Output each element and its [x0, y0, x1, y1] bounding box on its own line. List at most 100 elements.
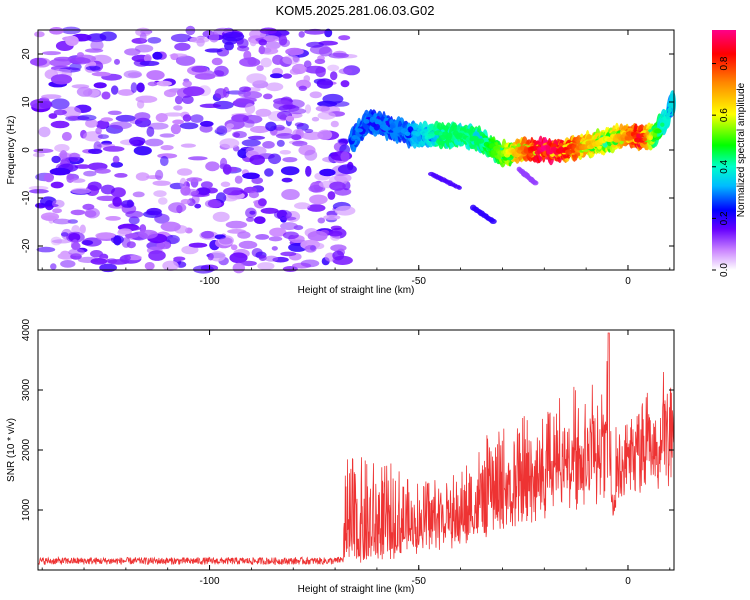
noise-cell	[330, 71, 338, 81]
noise-cell	[66, 231, 85, 243]
noise-cell	[311, 116, 320, 122]
noise-cell	[174, 95, 183, 105]
y-tick-label: 10	[21, 96, 32, 108]
noise-cell	[77, 114, 97, 121]
noise-cell	[42, 51, 61, 56]
noise-cell	[170, 33, 192, 43]
noise-cell	[316, 78, 334, 89]
noise-cell	[314, 58, 326, 65]
noise-cell	[65, 35, 79, 46]
noise-cell	[246, 73, 267, 85]
noise-cell	[315, 66, 326, 78]
noise-cell	[86, 33, 107, 43]
y-tick-label: -10	[21, 190, 32, 205]
noise-cell	[70, 178, 86, 183]
noise-cell	[59, 150, 68, 160]
noise-cell	[94, 168, 111, 174]
noise-cell	[337, 138, 350, 144]
noise-cell	[154, 213, 170, 224]
noise-cell	[160, 155, 169, 167]
noise-cell	[50, 263, 57, 270]
x-tick-label: -50	[412, 276, 427, 287]
noise-cell	[280, 166, 300, 176]
noise-cell	[95, 120, 110, 130]
noise-cell	[272, 54, 284, 65]
noise-cell	[144, 262, 155, 270]
noise-cell	[194, 73, 216, 80]
noise-cell	[28, 185, 49, 191]
noise-cell	[50, 98, 70, 110]
noise-cell	[268, 153, 282, 165]
noise-cell	[146, 207, 162, 216]
noise-cell	[317, 217, 326, 224]
noise-cell	[265, 121, 277, 132]
noise-cell	[107, 259, 130, 265]
noise-cell	[156, 241, 172, 250]
noise-cell	[180, 143, 196, 148]
noise-cell	[292, 140, 308, 147]
noise-cell	[50, 181, 64, 189]
noise-cell	[117, 89, 135, 96]
ridge-cell	[667, 103, 675, 109]
noise-cell	[222, 31, 245, 42]
noise-cell	[340, 80, 350, 88]
noise-cell	[139, 60, 160, 66]
noise-cell	[191, 65, 208, 73]
noise-cell	[49, 167, 71, 176]
noise-cell	[146, 70, 165, 81]
noise-cell	[79, 224, 86, 234]
noise-cell	[285, 115, 295, 122]
noise-cell	[190, 114, 204, 123]
noise-cell	[264, 255, 278, 262]
branch-cell	[489, 218, 497, 224]
noise-cell	[201, 230, 215, 239]
noise-cell	[337, 164, 357, 175]
ridge-cell	[415, 131, 421, 137]
noise-cell	[124, 255, 131, 261]
noise-cell	[110, 161, 123, 168]
noise-cell	[158, 197, 168, 205]
noise-cell	[53, 68, 71, 74]
noise-cell	[249, 154, 265, 165]
noise-cell	[109, 121, 132, 130]
noise-cell	[90, 258, 108, 265]
noise-cell	[127, 255, 142, 261]
noise-cell	[260, 57, 272, 68]
noise-cell	[230, 244, 238, 251]
noise-cell	[88, 148, 103, 154]
colorbar: 0.0 0.2 0.4 0.6 0.8 Normalized spectral ampl…	[712, 30, 747, 277]
noise-cell	[192, 265, 214, 274]
colorbar-tick-label: 0.8	[719, 56, 730, 70]
noise-cell	[83, 170, 97, 177]
noise-cell	[280, 251, 297, 257]
noise-cell	[159, 133, 175, 138]
noise-cell	[71, 242, 81, 250]
y-tick-label: 0	[21, 147, 32, 153]
noise-cell	[303, 60, 312, 68]
ridge-cell	[351, 135, 358, 140]
ridge-cell	[642, 137, 647, 142]
noise-cell	[196, 187, 211, 196]
noise-cell	[304, 128, 314, 133]
noise-cell	[282, 266, 298, 272]
noise-cell	[324, 28, 333, 38]
noise-cell	[241, 139, 261, 147]
noise-cell	[323, 214, 341, 220]
noise-cell	[298, 31, 305, 38]
noise-cell	[307, 230, 328, 242]
noise-cell	[112, 155, 120, 164]
noise-cell	[101, 91, 111, 100]
noise-cell	[93, 141, 102, 152]
noise-cell	[146, 126, 155, 137]
noise-cell	[85, 119, 98, 128]
noise-cell	[225, 220, 248, 229]
noise-cell	[145, 138, 164, 147]
noise-cell	[282, 157, 298, 163]
noise-cell	[135, 172, 150, 181]
noise-cell	[138, 229, 158, 239]
noise-cell	[208, 31, 220, 43]
figure-title: KOM5.2025.281.06.03.G02	[275, 3, 434, 18]
